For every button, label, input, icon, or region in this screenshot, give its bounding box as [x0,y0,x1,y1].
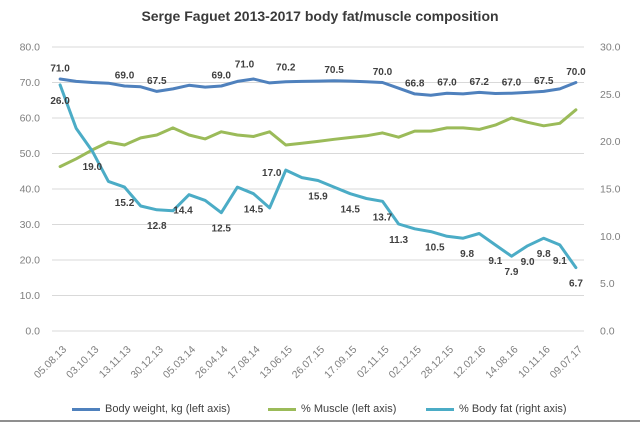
chart-title: Serge Faguet 2013-2017 body fat/muscle c… [141,8,499,24]
data-label-body-fat: 26.0 [50,96,70,107]
legend-swatch-body-weight [72,407,100,411]
data-label-body-fat: 14.5 [244,205,264,216]
left-axis-tick-label: 60.0 [20,113,41,125]
data-label-body-weight: 67.0 [437,78,457,89]
right-axis-tick-label: 0.0 [600,326,615,338]
left-axis-tick-label: 40.0 [20,184,41,196]
x-axis-tick-label: 17.08.14 [225,344,262,381]
data-label-body-weight: 67.0 [502,78,522,89]
data-label-body-fat: 14.5 [341,205,361,216]
data-label-body-weight: 71.0 [50,63,70,74]
x-axis-tick-label: 13.11.13 [97,344,134,381]
legend-item-label: Body weight, kg (left axis) [105,403,231,415]
series-line-muscle [58,108,578,169]
data-label-body-fat: 13.7 [373,212,393,223]
legend-swatch-muscle [268,407,296,411]
data-label-body-fat: 9.8 [460,249,474,260]
legend-item-label: % Muscle (left axis) [301,403,397,415]
left-axis-tick-label: 70.0 [20,77,41,89]
legend: Body weight, kg (left axis) % Muscle (lef… [0,401,640,419]
data-label-body-fat: 14.4 [173,206,193,217]
data-label-body-fat: 15.9 [308,191,328,202]
legend-item-label: % Body fat (right axis) [459,403,567,415]
left-axis-tick-label: 0.0 [25,326,40,338]
legend-item-muscle: % Muscle (left axis) [268,401,396,417]
data-label-body-weight: 67.5 [147,76,167,87]
x-axis-tick-label: 26.04.14 [193,344,230,381]
data-label-body-fat: 12.5 [212,224,232,235]
series-line-body-weight [58,77,578,97]
bottom-divider [0,420,640,422]
x-axis-tick-label: 09.07.17 [548,344,585,381]
series-line-body-fat [58,83,578,270]
data-label-body-fat: 9.1 [488,256,502,267]
data-label-body-fat: 12.8 [147,221,167,232]
right-axis-tick-label: 10.0 [600,231,621,243]
data-label-body-weight: 67.5 [534,76,554,87]
data-label-body-fat: 9.8 [537,249,551,260]
left-axis-tick-label: 30.0 [20,219,41,231]
data-label-body-weight: 69.0 [212,71,232,82]
data-label-body-weight: 66.8 [405,78,425,89]
data-label-body-fat: 9.1 [553,256,567,267]
data-label-body-weight: 69.0 [115,71,135,82]
x-axis-tick-label: 30.12.13 [129,344,166,381]
data-label-body-fat: 19.0 [83,162,103,173]
data-label-body-fat: 6.7 [569,279,583,290]
data-label-body-weight: 70.2 [276,62,296,73]
x-axis-tick-label: 12.02.16 [451,344,488,381]
data-label-body-fat: 15.2 [115,198,135,209]
data-label-body-fat: 9.0 [521,257,535,268]
x-axis-tick-label: 28.12.15 [419,344,456,381]
right-axis-tick-label: 15.0 [600,184,621,196]
data-label-body-weight: 71.0 [235,59,255,70]
data-label-body-weight: 67.2 [469,77,489,88]
x-axis-tick-label: 02.11.15 [355,344,392,381]
right-axis-tick-label: 25.0 [600,89,621,101]
left-axis-tick-label: 50.0 [20,148,41,160]
data-label-body-weight: 70.0 [566,67,586,78]
x-axis-tick-label: 14.08.16 [483,344,520,381]
x-axis-tick-label: 17.09.15 [322,344,359,381]
left-axis-tick-label: 80.0 [20,42,41,54]
data-label-body-weight: 70.5 [324,65,344,76]
data-label-body-fat: 7.9 [505,267,519,278]
x-axis-tick-label: 03.10.13 [64,344,101,381]
legend-item-body-fat: % Body fat (right axis) [426,401,567,417]
x-axis-tick-label: 13.06.15 [257,344,294,381]
data-label-body-fat: 17.0 [262,168,282,179]
right-axis-tick-label: 30.0 [600,42,621,54]
x-axis-tick-label: 05.08.13 [32,344,69,381]
x-axis-tick-label: 26.07.15 [290,344,327,381]
data-label-body-weight: 70.0 [373,67,393,78]
right-axis-tick-label: 5.0 [600,278,615,290]
x-axis-tick-label: 05.03.14 [161,344,198,381]
legend-item-body-weight: Body weight, kg (left axis) [72,401,230,417]
left-axis-tick-label: 20.0 [20,255,41,267]
x-axis-tick-label: 10.11.16 [516,344,553,381]
left-axis-tick-label: 10.0 [20,290,41,302]
legend-swatch-body-fat [426,407,454,411]
data-label-body-fat: 11.3 [389,235,408,246]
right-axis-tick-label: 20.0 [600,136,621,148]
data-label-body-fat: 10.5 [425,243,445,254]
x-axis-tick-label: 02.12.15 [386,344,423,381]
